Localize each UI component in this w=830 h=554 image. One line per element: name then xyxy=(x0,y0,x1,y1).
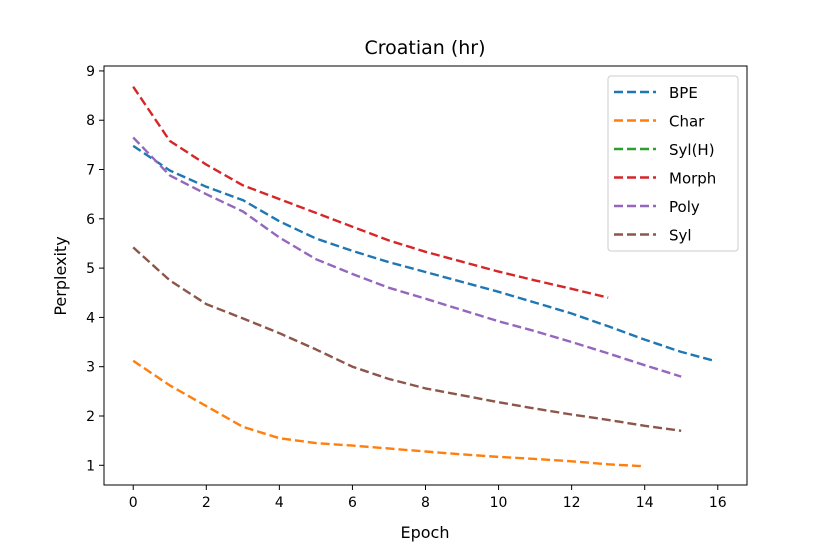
y-tick-label: 6 xyxy=(86,212,95,228)
x-tick-label: 10 xyxy=(490,495,508,511)
x-tick-label: 4 xyxy=(275,495,284,511)
y-tick-label: 7 xyxy=(86,163,95,179)
series-line-morph xyxy=(132,86,609,299)
y-tick-label: 4 xyxy=(86,310,95,326)
legend: BPE Char Syl(H) Morph Poly Syl xyxy=(607,75,739,252)
legend-label: Char xyxy=(669,113,705,131)
legend-label: Syl xyxy=(669,227,692,245)
legend-label: Poly xyxy=(669,198,700,216)
x-tick-label: 12 xyxy=(563,495,581,511)
series-line-bpe xyxy=(132,144,715,362)
x-tick-label: 0 xyxy=(129,495,138,511)
legend-label: Syl(H) xyxy=(669,141,715,159)
x-tick-label: 2 xyxy=(202,495,211,511)
y-axis-ticks: 1 2 3 4 5 6 7 8 9 xyxy=(86,64,104,474)
legend-box xyxy=(607,75,739,252)
y-tick-label: 1 xyxy=(86,458,95,474)
y-tick-label: 2 xyxy=(86,409,95,425)
y-axis-label: Perplexity xyxy=(51,236,70,315)
series-line-char xyxy=(132,359,645,468)
x-axis-ticks: 0 2 4 6 8 10 12 14 16 xyxy=(129,485,727,511)
chart-title: Croatian (hr) xyxy=(364,37,485,59)
x-tick-label: 14 xyxy=(636,495,654,511)
y-tick-label: 9 xyxy=(86,64,95,80)
x-tick-label: 16 xyxy=(709,495,727,511)
x-tick-label: 6 xyxy=(348,495,357,511)
legend-label: Morph xyxy=(669,170,716,188)
legend-label: BPE xyxy=(669,84,698,102)
y-tick-label: 5 xyxy=(86,261,95,277)
y-tick-label: 8 xyxy=(86,113,95,129)
y-tick-label: 3 xyxy=(86,360,95,376)
plot-lines xyxy=(132,86,715,468)
x-tick-label: 8 xyxy=(421,495,430,511)
x-axis-label: Epoch xyxy=(401,523,450,542)
series-line-syl xyxy=(132,246,682,432)
series-line-poly xyxy=(132,136,682,378)
legend-items: BPE Char Syl(H) Morph Poly Syl xyxy=(614,84,716,245)
